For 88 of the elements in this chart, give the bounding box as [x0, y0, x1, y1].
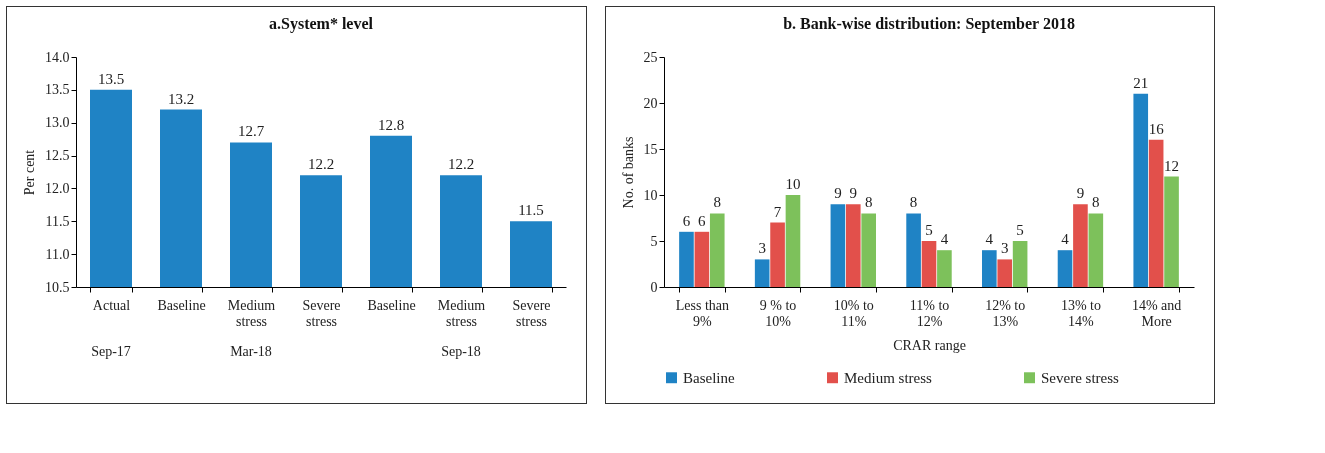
y-tick-label: 10	[643, 187, 658, 203]
data-label: 4	[1061, 231, 1070, 248]
data-label: 4	[940, 231, 949, 248]
bar	[845, 204, 861, 287]
bar	[982, 250, 997, 287]
data-label: 9	[849, 185, 858, 202]
y-tick-label: 0	[650, 279, 658, 295]
data-label: 12.2	[307, 156, 335, 173]
bar	[1073, 204, 1088, 287]
chart-title: a.System* level	[269, 15, 374, 33]
x-tick-label: Baseline	[367, 297, 416, 313]
y-tick-label: 14.0	[45, 49, 70, 65]
data-label: 12	[1164, 157, 1180, 174]
bar	[830, 204, 846, 287]
y-tick-label: 20	[643, 95, 658, 111]
bar	[1012, 241, 1028, 287]
x-axis-title: CRAR range	[893, 337, 966, 353]
chart-title: b. Bank-wise distribution: September 2018	[783, 15, 1075, 33]
bar	[1088, 213, 1104, 287]
y-axis-title: Per cent	[22, 149, 37, 196]
x-tick-label: Severe stress	[512, 297, 551, 329]
y-axis-title: No. of banks	[620, 136, 636, 209]
legend-label: Medium stress	[844, 369, 933, 386]
data-label: 5	[925, 222, 933, 238]
data-label: 12.7	[237, 123, 265, 140]
data-label: 8	[864, 194, 873, 211]
bar	[694, 231, 710, 287]
x-tick-label: Medium stress	[437, 297, 486, 329]
data-label: 8	[909, 194, 918, 211]
bar	[921, 241, 937, 287]
legend-label: Baseline	[683, 369, 735, 386]
data-label: 9	[1076, 185, 1085, 202]
x-tick-label: 14% and More	[1131, 297, 1182, 329]
y-tick-label: 12.5	[45, 148, 70, 164]
data-label: 13.5	[97, 70, 125, 87]
x-tick-label: 12% to 13%	[985, 297, 1026, 329]
bar	[679, 231, 694, 287]
bar	[709, 213, 725, 287]
y-tick-label: 15	[643, 141, 658, 157]
legend-label: Severe stress	[1041, 369, 1120, 386]
data-label: 11.5	[518, 202, 544, 219]
x-tick-label: Severe stress	[302, 297, 341, 329]
data-label: 12.2	[447, 156, 475, 173]
data-label: 9	[834, 185, 842, 202]
data-label: 12.8	[377, 116, 405, 133]
data-label: 21	[1133, 74, 1149, 91]
bar	[754, 259, 770, 287]
data-label: 4	[985, 231, 994, 248]
x-tick-label: Less than 9%	[675, 297, 729, 329]
y-tick-label: 11.5	[45, 213, 70, 229]
text: Mar-18	[230, 344, 272, 359]
bar	[1057, 250, 1073, 287]
y-tick-label: 13.5	[45, 82, 70, 98]
bar	[1148, 139, 1164, 287]
bar	[937, 250, 952, 287]
data-label: 16	[1148, 120, 1165, 137]
x-tick-label: Actual	[92, 297, 131, 313]
y-tick-label: 5	[650, 233, 658, 249]
data-label: 7	[773, 203, 782, 220]
bar	[785, 195, 801, 287]
y-tick-label: 13.0	[45, 115, 70, 131]
y-tick-label: 25	[643, 49, 658, 65]
data-label: 10	[785, 176, 801, 192]
data-label: 6	[682, 212, 691, 229]
data-label: 8	[713, 194, 722, 211]
y-tick-label: 10.5	[45, 279, 70, 295]
x-tick-label: 11% to 12%	[909, 297, 950, 329]
bar	[997, 259, 1013, 287]
x-tick-label: 13% to 14%	[1060, 297, 1101, 329]
data-label: 13.2	[167, 90, 195, 107]
x-tick-label: 10% to 11%	[833, 297, 874, 329]
y-tick-label: 11.0	[45, 246, 70, 262]
bar	[770, 222, 785, 287]
x-tick-label: Medium stress	[227, 297, 276, 329]
data-label: 3	[758, 240, 766, 257]
x-tick-label: 9 % to 10%	[759, 297, 797, 329]
data-label: 3	[1000, 240, 1009, 257]
text: Sep-18	[441, 344, 481, 359]
y-tick-label: 12.0	[45, 180, 70, 196]
bar	[861, 213, 876, 287]
data-label: 6	[698, 212, 707, 229]
bar	[1133, 93, 1149, 287]
bar	[906, 213, 921, 287]
text: Sep-17	[91, 344, 131, 359]
x-tick-label: Baseline	[157, 297, 206, 313]
bar	[1164, 176, 1179, 287]
data-label: 5	[1016, 222, 1024, 238]
data-label: 8	[1092, 194, 1100, 211]
